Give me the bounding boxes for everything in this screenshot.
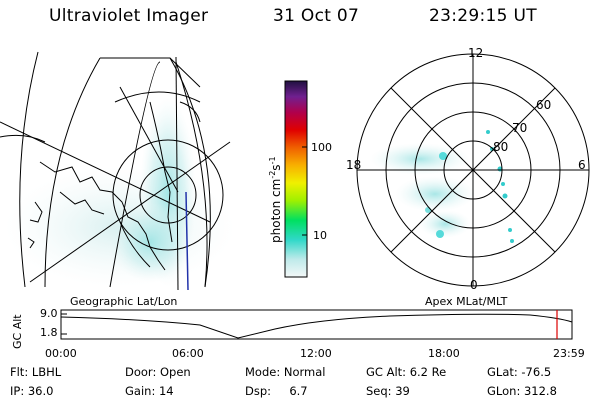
mlt-label-12: 12 [468,46,484,60]
aurora-oval [370,130,514,243]
altitude-ylabel: GC Alt [11,314,24,349]
mlt-label-6: 6 [578,158,586,172]
geographic-label: Geographic Lat/Lon [70,295,178,308]
mlt-label-0: 0 [470,278,478,292]
mlt-label-18: 18 [346,158,362,172]
altitude-plot [60,309,573,340]
info-dsp: Dsp: 6.7 [245,384,308,398]
x-tick-0600: 06:00 [172,347,204,360]
info-glat: GLat: -76.5 [487,365,552,379]
alt-tick-9: 9.0 [40,307,58,320]
info-ip: IP: 36.0 [10,384,54,398]
info-gain: Gain: 14 [125,384,174,398]
alt-tick-1-8: 1.8 [40,326,58,339]
geographic-map [0,51,235,290]
info-mode: Mode: Normal [245,365,326,379]
info-seq: Seq: 39 [366,384,410,398]
lat-label-80: 80 [493,140,509,154]
date-label: 31 Oct 07 [273,6,360,26]
info-glon: GLon: 312.8 [487,384,557,398]
satellite-track [185,191,189,290]
lat-label-60: 60 [536,98,552,112]
colorbar-tick-10: 10 [313,229,327,242]
colorbar-unit-label: photon cm-2s-1 [268,156,283,243]
app-title: Ultraviolet Imager [49,6,209,26]
info-door: Door: Open [125,365,191,379]
polar-plot [356,53,590,287]
lat-label-70: 70 [512,121,528,135]
colorbar-tick-100: 100 [311,141,332,154]
x-tick-1800: 18:00 [428,347,460,360]
x-tick-1200: 12:00 [300,347,332,360]
time-label: 23:29:15 UT [429,6,537,26]
altitude-curve [60,313,573,339]
x-tick-0000: 00:00 [45,347,77,360]
info-flt: Flt: LBHL [10,365,62,379]
apex-label: Apex MLat/MLT [425,295,508,308]
info-gc-alt: GC Alt: 6.2 Re [366,365,447,379]
aurora-glow [110,202,190,282]
colorbar [284,80,308,278]
x-tick-2359: 23:59 [553,347,585,360]
